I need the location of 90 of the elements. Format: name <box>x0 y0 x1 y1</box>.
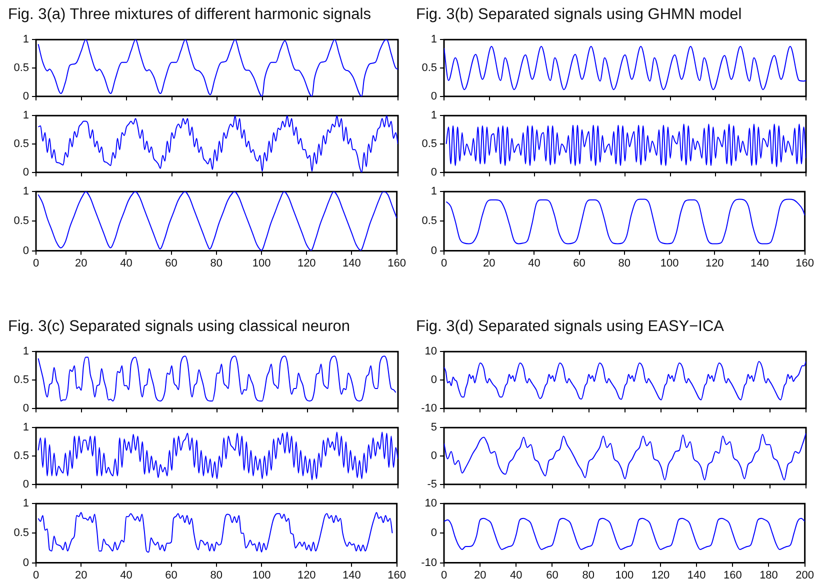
x-tick-label: 200 <box>796 569 814 582</box>
x-tick-label: 160 <box>388 257 406 270</box>
y-tick-label: 0.5 <box>14 527 29 540</box>
x-tick-label: 80 <box>582 569 594 582</box>
y-tick-label: 1 <box>22 498 29 510</box>
y-tick-label: -10 <box>421 556 437 569</box>
chart-title: Fig. 3(d) Separated signals using EASY−ICA <box>415 317 726 337</box>
y-tick-label: 1 <box>430 186 437 198</box>
line-series <box>38 116 398 172</box>
y-tick-label: 0 <box>430 244 437 257</box>
y-tick-label: 0 <box>22 244 29 257</box>
y-tick-label: 0.5 <box>422 215 437 228</box>
x-tick-label: 140 <box>342 569 361 582</box>
y-tick-label: 0 <box>430 527 437 540</box>
y-tick-label: 0.5 <box>14 62 29 74</box>
line-series <box>38 40 398 96</box>
x-tick-label: 180 <box>760 569 778 582</box>
y-tick-label: 10 <box>424 498 437 510</box>
x-tick-label: 60 <box>546 569 558 582</box>
y-tick-label: 1 <box>22 110 29 122</box>
y-tick-label: 1 <box>22 346 29 358</box>
y-tick-label: -10 <box>421 402 437 414</box>
x-tick-label: 160 <box>388 569 406 582</box>
y-tick-label: 0.5 <box>14 450 29 462</box>
y-tick-label: 0.5 <box>422 138 437 150</box>
x-tick-label: 0 <box>440 257 448 270</box>
line-series <box>38 512 393 553</box>
x-tick-label: 120 <box>651 569 670 582</box>
y-tick-label: 10 <box>424 346 437 358</box>
x-tick-label: 120 <box>705 257 724 270</box>
x-tick-label: 80 <box>210 257 223 270</box>
x-tick-label: 20 <box>474 569 486 582</box>
x-tick-label: 40 <box>120 569 132 582</box>
y-tick-label: 0.5 <box>422 62 437 74</box>
chart-title: Fig. 3(c) Separated signals using classical neuron <box>7 317 352 337</box>
line-series <box>38 432 398 480</box>
y-tick-label: 0 <box>22 166 29 178</box>
x-tick-label: 80 <box>618 257 631 270</box>
x-tick-label: 20 <box>74 569 88 582</box>
x-tick-label: 40 <box>120 257 132 270</box>
x-tick-label: 100 <box>252 569 271 582</box>
y-tick-label: 0 <box>430 166 437 178</box>
y-tick-label: 0 <box>430 374 437 386</box>
y-tick-label: -5 <box>427 478 437 490</box>
chart-title: Fig. 3(a) Three mixtures of different harmonic signals <box>7 5 372 25</box>
x-tick-label: 140 <box>750 257 769 270</box>
x-tick-label: 120 <box>297 569 316 582</box>
x-tick-label: 140 <box>342 257 361 270</box>
line-series <box>444 432 806 480</box>
y-tick-label: 0.5 <box>14 138 29 150</box>
line-series <box>444 518 805 550</box>
x-tick-label: 60 <box>165 257 178 270</box>
x-tick-label: 160 <box>796 257 814 270</box>
y-tick-label: 0.5 <box>14 215 29 228</box>
x-tick-label: 40 <box>528 257 540 270</box>
y-tick-label: 0 <box>22 556 29 569</box>
x-tick-label: 160 <box>723 569 742 582</box>
y-tick-label: 0 <box>430 450 437 462</box>
line-series <box>38 192 397 251</box>
line-series <box>446 124 806 168</box>
x-tick-label: 20 <box>482 257 496 270</box>
x-tick-label: 140 <box>687 569 706 582</box>
y-tick-label: 0 <box>22 478 29 490</box>
y-tick-label: 1 <box>430 34 437 46</box>
y-tick-label: 1 <box>22 186 29 198</box>
x-tick-label: 0 <box>32 569 40 582</box>
line-series <box>444 361 806 400</box>
x-tick-label: 0 <box>32 257 40 270</box>
y-tick-label: 1 <box>22 422 29 434</box>
x-tick-label: 60 <box>573 257 586 270</box>
x-tick-label: 120 <box>297 257 316 270</box>
chart-title: Fig. 3(b) Separated signals using GHMN model <box>415 5 743 25</box>
x-tick-label: 80 <box>210 569 223 582</box>
y-tick-label: 0.5 <box>14 374 29 386</box>
y-tick-label: 5 <box>430 422 437 434</box>
line-series <box>446 198 805 244</box>
x-tick-label: 100 <box>615 569 634 582</box>
x-tick-label: 20 <box>74 257 88 270</box>
line-series <box>444 46 806 90</box>
y-tick-label: 1 <box>430 110 437 122</box>
x-tick-label: 100 <box>660 257 679 270</box>
y-tick-label: 0 <box>22 90 29 102</box>
x-tick-label: 0 <box>440 569 448 582</box>
x-tick-label: 100 <box>252 257 271 270</box>
y-tick-label: 1 <box>22 34 29 46</box>
line-series <box>38 356 396 402</box>
x-tick-label: 40 <box>510 569 522 582</box>
y-tick-label: 0 <box>22 402 29 414</box>
x-tick-label: 60 <box>165 569 178 582</box>
y-tick-label: 0 <box>430 90 437 102</box>
